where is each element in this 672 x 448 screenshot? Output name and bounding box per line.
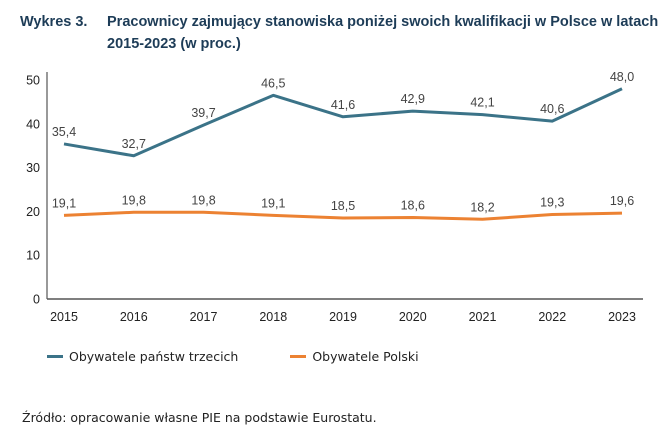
data-label: 41,6 — [331, 98, 355, 112]
x-tick-label: 2021 — [469, 310, 497, 324]
y-axis-ticks: 0 10 20 30 40 50 — [26, 74, 40, 307]
data-label: 46,5 — [261, 76, 285, 90]
x-tick-label: 2023 — [608, 310, 636, 324]
x-tick-label: 2020 — [399, 310, 427, 324]
series-line-1 — [63, 210, 623, 221]
y-tick-label: 0 — [33, 293, 40, 307]
data-label: 42,1 — [470, 96, 494, 110]
x-tick-label: 2015 — [50, 310, 78, 324]
y-tick-label: 40 — [26, 117, 40, 131]
figure-title: Pracownicy zajmujący stanowiska poniżej … — [107, 14, 659, 52]
data-label: 18,6 — [401, 199, 425, 213]
legend-label-third-country: Obywatele państw trzecich — [69, 349, 239, 364]
figure-label: Wykres 3. — [20, 14, 88, 30]
source-note: Źródło: opracowanie własne PIE na podsta… — [22, 410, 377, 425]
legend-item-third-country: Obywatele państw trzecich — [47, 349, 238, 364]
data-label: 42,9 — [401, 92, 425, 106]
x-tick-label: 2018 — [259, 310, 287, 324]
y-tick-label: 50 — [26, 74, 40, 88]
y-tick-label: 20 — [26, 205, 40, 219]
data-label: 19,8 — [191, 193, 215, 207]
line-chart: 0 10 20 30 40 50 2015 2016 2017 2018 2019 2020 2021… — [26, 70, 643, 324]
data-label: 35,4 — [52, 125, 76, 139]
series-lines — [63, 87, 623, 221]
data-labels: 35,4 32,7 39,7 46,5 41,6 42,9 42,1 40,6 48,0 19,1… — [52, 70, 634, 215]
x-axis-ticks: 2015 2016 2017 2018 2019 2020 2021 2022 2023 — [50, 310, 636, 324]
x-tick-label: 2016 — [120, 310, 148, 324]
y-tick-label: 10 — [26, 249, 40, 263]
legend-item-polish: Obywatele Polski — [290, 349, 419, 364]
data-label: 40,6 — [540, 102, 564, 116]
legend-swatch-polish — [290, 355, 307, 358]
x-tick-label: 2017 — [190, 310, 218, 324]
legend-label-polish: Obywatele Polski — [312, 349, 419, 364]
data-label: 19,3 — [540, 195, 564, 209]
y-tick-label: 30 — [26, 161, 40, 175]
data-label: 19,6 — [610, 194, 634, 208]
data-label: 32,7 — [122, 137, 146, 151]
data-label: 18,2 — [470, 200, 494, 214]
x-tick-label: 2022 — [538, 310, 566, 324]
data-label: 19,8 — [122, 193, 146, 207]
series-line-0 — [63, 87, 623, 158]
data-label: 48,0 — [610, 70, 634, 84]
legend: Obywatele państw trzecich Obywatele Pols… — [47, 349, 471, 364]
data-label: 19,1 — [52, 196, 76, 210]
data-label: 18,5 — [331, 199, 355, 213]
legend-swatch-third-country — [47, 355, 63, 358]
x-tick-label: 2019 — [329, 310, 357, 324]
data-label: 19,1 — [261, 196, 285, 210]
data-label: 39,7 — [191, 106, 215, 120]
